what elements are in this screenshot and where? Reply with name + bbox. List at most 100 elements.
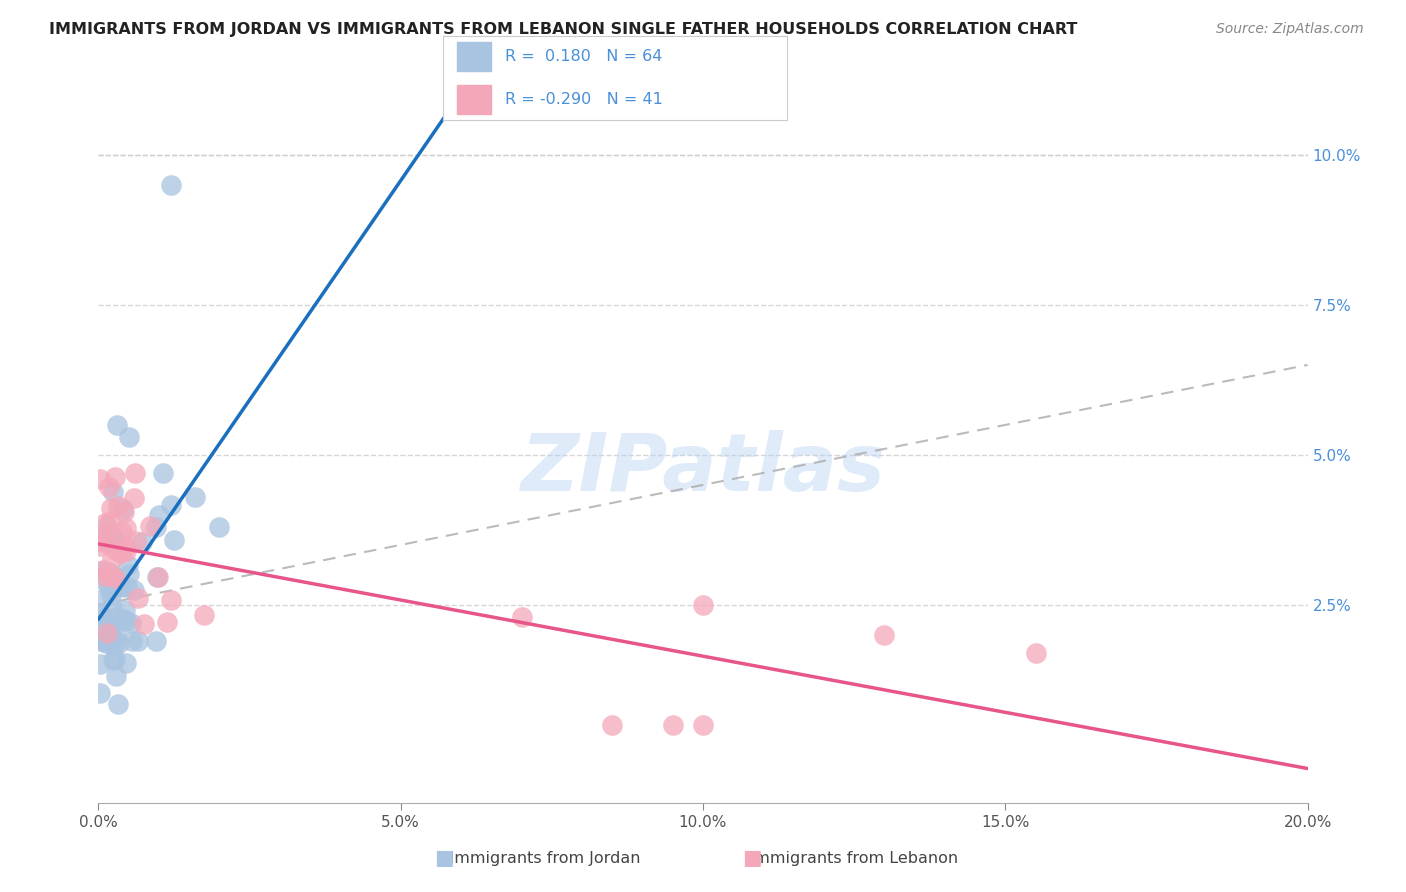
Point (115, 580, 138, 594)
Point (107, 500, 129, 514)
Point (89, 657, 111, 671)
Point (94, 526, 117, 541)
Point (97, 480, 120, 494)
Text: R = -0.290   N = 41: R = -0.290 N = 41 (505, 92, 662, 107)
Point (104, 652, 127, 666)
Point (127, 634, 149, 648)
Point (89, 686, 111, 700)
Point (94, 516, 117, 530)
Point (145, 570, 167, 584)
Text: R =  0.180   N = 64: R = 0.180 N = 64 (505, 49, 662, 64)
Point (184, 490, 207, 504)
Point (121, 634, 143, 648)
Point (98, 528, 121, 542)
Point (160, 592, 183, 607)
Point (156, 615, 179, 629)
Point (100, 501, 122, 516)
Point (90, 565, 112, 579)
Point (120, 615, 142, 630)
Point (91, 563, 114, 577)
Point (98, 582, 121, 596)
Point (96, 618, 118, 632)
Point (148, 508, 170, 522)
Point (131, 535, 153, 549)
Point (115, 656, 138, 670)
Point (163, 533, 186, 548)
Point (89, 540, 111, 554)
Point (89, 633, 111, 648)
Point (105, 581, 128, 595)
Point (104, 543, 127, 558)
Point (114, 603, 136, 617)
Point (112, 612, 135, 626)
Point (111, 525, 134, 540)
Point (108, 636, 131, 650)
Point (118, 430, 141, 444)
Point (103, 569, 125, 583)
FancyBboxPatch shape (457, 85, 491, 113)
Point (152, 466, 174, 480)
Point (98, 636, 121, 650)
Text: Immigrants from Lebanon: Immigrants from Lebanon (730, 851, 957, 865)
Point (104, 534, 127, 549)
Point (145, 633, 167, 648)
Point (98, 626, 121, 640)
FancyBboxPatch shape (457, 43, 491, 71)
Point (93, 569, 115, 583)
Point (93, 611, 115, 625)
Point (105, 627, 128, 641)
Point (661, 718, 683, 732)
Point (112, 506, 135, 520)
Point (146, 570, 169, 584)
Point (692, 718, 714, 732)
Point (110, 580, 132, 594)
Point (107, 698, 129, 712)
Point (124, 466, 146, 480)
Point (100, 624, 122, 639)
Point (117, 558, 139, 572)
Point (91, 592, 114, 607)
Point (1024, 646, 1046, 660)
Point (104, 470, 127, 484)
Text: ZIPatlas: ZIPatlas (520, 430, 886, 508)
Point (97, 565, 120, 579)
Point (692, 598, 714, 612)
Point (111, 502, 134, 516)
Point (115, 521, 138, 535)
Point (103, 638, 125, 652)
Point (118, 567, 141, 582)
Point (100, 552, 122, 566)
Point (100, 588, 122, 602)
Point (96, 617, 118, 632)
Text: Source: ZipAtlas.com: Source: ZipAtlas.com (1216, 22, 1364, 37)
Point (125, 533, 148, 548)
Point (93, 633, 115, 648)
Point (134, 617, 156, 632)
Point (94, 627, 117, 641)
Point (96, 535, 118, 549)
Point (873, 628, 896, 642)
Point (96, 533, 118, 548)
Point (139, 519, 162, 533)
Point (193, 608, 215, 623)
Point (145, 520, 167, 534)
Point (510, 610, 533, 624)
Text: ■: ■ (742, 848, 762, 868)
Text: Immigrants from Jordan: Immigrants from Jordan (429, 851, 640, 865)
Point (160, 498, 183, 512)
Text: IMMIGRANTS FROM JORDAN VS IMMIGRANTS FROM LEBANON SINGLE FATHER HOUSEHOLDS CORRE: IMMIGRANTS FROM JORDAN VS IMMIGRANTS FRO… (49, 22, 1077, 37)
Point (98, 515, 121, 529)
Text: ■: ■ (434, 848, 454, 868)
Point (115, 539, 138, 553)
Point (89, 471, 111, 485)
Point (90, 572, 112, 586)
Point (122, 582, 145, 597)
Point (160, 178, 183, 192)
Point (101, 599, 124, 614)
Point (122, 491, 145, 506)
Point (114, 544, 136, 558)
Point (96, 626, 118, 640)
Point (89, 530, 111, 544)
Point (103, 653, 125, 667)
Point (602, 718, 624, 732)
